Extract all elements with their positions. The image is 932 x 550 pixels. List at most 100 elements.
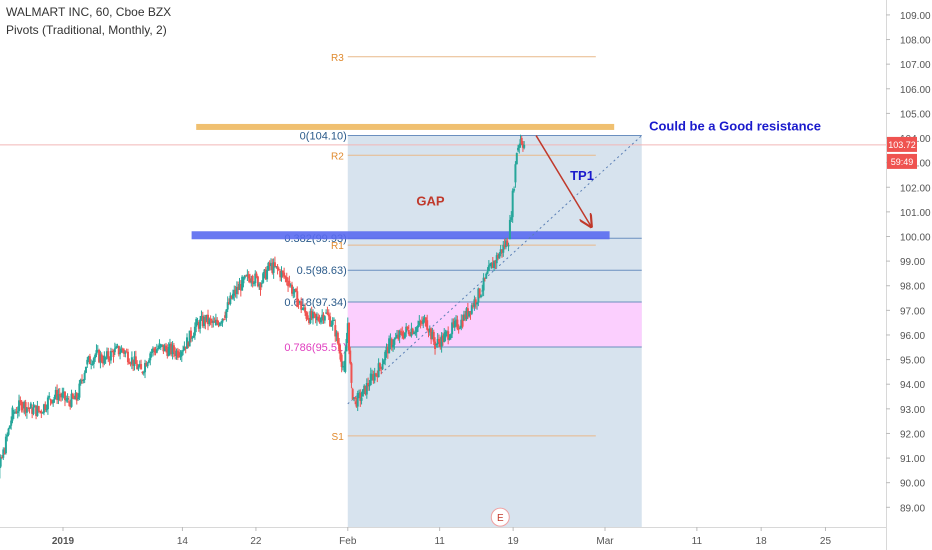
candle <box>325 309 328 314</box>
candle <box>510 211 513 222</box>
candle <box>134 350 137 365</box>
candle-body <box>67 401 70 403</box>
candle <box>291 281 294 297</box>
gap-label: GAP <box>416 194 445 209</box>
candle <box>37 405 40 413</box>
candle <box>385 343 388 358</box>
candle-body <box>46 397 49 410</box>
candle <box>233 285 236 301</box>
candle-body <box>434 341 437 349</box>
candle-body <box>61 393 64 398</box>
candle-body <box>146 362 149 367</box>
candle <box>258 281 261 290</box>
candle <box>239 280 242 297</box>
candle-body <box>105 351 108 358</box>
candle <box>193 322 196 340</box>
candle <box>345 332 348 352</box>
candle-body <box>251 275 254 284</box>
candle-body <box>147 360 150 363</box>
candle-body <box>306 315 309 320</box>
symbol-title[interactable]: WALMART INC, 60, Cboe BZX <box>6 5 172 19</box>
candle <box>252 281 255 287</box>
candle-body <box>397 334 400 340</box>
candle-body <box>229 295 232 305</box>
candle <box>250 275 253 287</box>
candle-body <box>32 407 35 414</box>
candle-body <box>226 302 229 310</box>
candle-body <box>448 338 451 340</box>
candle <box>449 333 452 340</box>
candle <box>56 384 59 404</box>
candle <box>474 297 477 309</box>
candle-body <box>53 396 56 400</box>
candle <box>158 339 161 350</box>
candle <box>420 316 423 326</box>
candle <box>23 400 26 415</box>
candle-body <box>74 393 77 400</box>
candle-body <box>338 343 341 350</box>
candle-body <box>228 302 231 305</box>
candle-body <box>239 284 242 291</box>
candle-body <box>117 345 120 355</box>
candle <box>462 310 465 322</box>
x-tick-label: 11 <box>692 536 703 547</box>
candle <box>245 274 248 277</box>
candle-body <box>426 320 429 330</box>
candle-body <box>514 164 517 183</box>
candle-body <box>330 324 333 327</box>
candle-body <box>23 402 26 409</box>
candle <box>179 350 182 361</box>
candle <box>323 315 326 324</box>
candle-body <box>192 335 195 338</box>
candle <box>374 372 377 377</box>
candle-body <box>134 356 137 364</box>
candle <box>159 343 162 351</box>
candle <box>141 371 144 375</box>
candle <box>243 274 246 280</box>
candle-body <box>410 328 413 336</box>
candle-body <box>482 277 485 291</box>
candle-body <box>183 346 186 351</box>
candle-body <box>90 363 93 365</box>
candle-body <box>288 280 291 285</box>
candle-body <box>478 288 481 298</box>
candle-body <box>11 407 14 421</box>
candle <box>506 237 509 247</box>
candle <box>422 316 425 329</box>
candle <box>500 249 503 258</box>
candle <box>470 302 473 316</box>
candle <box>284 275 287 283</box>
candle-body <box>476 302 479 305</box>
candle-body <box>221 318 224 323</box>
candle-body <box>424 317 427 326</box>
candle-body <box>18 400 21 412</box>
candle-body <box>314 313 317 318</box>
candle-body <box>326 312 329 315</box>
candle-body <box>0 457 2 467</box>
candle <box>188 330 191 347</box>
candle <box>432 329 435 346</box>
candle <box>138 360 141 368</box>
candle <box>92 356 95 369</box>
candle <box>378 362 381 372</box>
candle <box>108 356 111 366</box>
candle-body <box>310 311 313 319</box>
candle-body <box>327 314 330 317</box>
candle-body <box>272 262 275 273</box>
candle <box>502 241 505 257</box>
candle-body <box>468 311 471 317</box>
candle-body <box>256 276 259 287</box>
candle <box>455 315 458 327</box>
candle-body <box>95 350 98 355</box>
candle-body <box>345 338 348 352</box>
indicator-title[interactable]: Pivots (Traditional, Monthly, 2) <box>6 23 167 37</box>
candle-body <box>372 374 375 381</box>
candle-body <box>138 364 141 367</box>
candle-body <box>170 343 173 355</box>
candle-body <box>371 374 374 380</box>
candle-body <box>453 320 456 328</box>
candle-body <box>264 269 267 280</box>
candle <box>339 345 342 362</box>
candle-body <box>266 269 269 280</box>
